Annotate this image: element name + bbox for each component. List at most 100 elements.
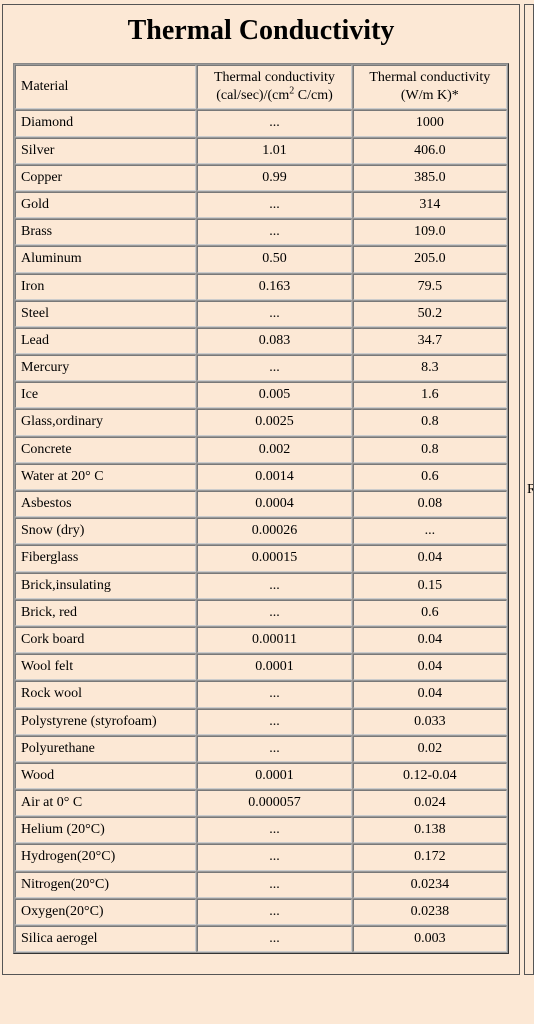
cell-calsec: 0.163 (197, 274, 351, 300)
table-body: Diamond...1000Silver1.01406.0Copper0.993… (15, 110, 507, 952)
col-header-calsec: Thermal conductivity(cal/sec)/(cm2 C/cm) (197, 65, 351, 109)
cell-wmk: 0.8 (353, 437, 507, 463)
cell-material: Wood (15, 763, 196, 789)
cell-wmk: 314 (353, 192, 507, 218)
cell-wmk: 79.5 (353, 274, 507, 300)
cell-material: Mercury (15, 355, 196, 381)
cell-wmk: 0.6 (353, 464, 507, 490)
cell-wmk: 0.6 (353, 600, 507, 626)
table-row: Brick, red...0.6 (15, 600, 507, 626)
cell-calsec: 0.005 (197, 382, 351, 408)
cell-calsec: 0.002 (197, 437, 351, 463)
cell-calsec: ... (197, 817, 351, 843)
cell-wmk: 0.172 (353, 844, 507, 870)
cell-calsec: 0.00026 (197, 518, 351, 544)
cell-wmk: 0.15 (353, 573, 507, 599)
cell-material: Lead (15, 328, 196, 354)
cell-wmk: 1000 (353, 110, 507, 136)
cell-wmk: 0.024 (353, 790, 507, 816)
table-row: Gold...314 (15, 192, 507, 218)
cell-material: Diamond (15, 110, 196, 136)
table-row: Cork board0.000110.04 (15, 627, 507, 653)
cell-material: Gold (15, 192, 196, 218)
table-row: Brass...109.0 (15, 219, 507, 245)
cell-calsec: ... (197, 681, 351, 707)
table-row: Glass,ordinary0.00250.8 (15, 409, 507, 435)
cell-calsec: ... (197, 192, 351, 218)
cell-calsec: ... (197, 709, 351, 735)
cell-wmk: 8.3 (353, 355, 507, 381)
cell-wmk: 0.12-0.04 (353, 763, 507, 789)
cell-calsec: 1.01 (197, 138, 351, 164)
cell-calsec: ... (197, 219, 351, 245)
cell-calsec: ... (197, 355, 351, 381)
cell-calsec: 0.0025 (197, 409, 351, 435)
table-row: Wood0.00010.12-0.04 (15, 763, 507, 789)
side-panel-letter: R (527, 482, 534, 498)
table-row: Silver1.01406.0 (15, 138, 507, 164)
cell-calsec: ... (197, 736, 351, 762)
table-row: Asbestos0.00040.08 (15, 491, 507, 517)
cell-wmk: 1.6 (353, 382, 507, 408)
cell-calsec: ... (197, 844, 351, 870)
cell-calsec: 0.083 (197, 328, 351, 354)
cell-calsec: 0.0001 (197, 763, 351, 789)
side-panel: R (524, 4, 534, 975)
table-row: Iron0.16379.5 (15, 274, 507, 300)
cell-wmk: 0.8 (353, 409, 507, 435)
cell-wmk: 0.04 (353, 654, 507, 680)
table-row: Ice0.0051.6 (15, 382, 507, 408)
cell-material: Ice (15, 382, 196, 408)
cell-wmk: 0.033 (353, 709, 507, 735)
cell-wmk: 0.0238 (353, 899, 507, 925)
cell-material: Concrete (15, 437, 196, 463)
cell-wmk: 0.04 (353, 681, 507, 707)
cell-calsec: 0.0004 (197, 491, 351, 517)
page-title: Thermal Conductivity (13, 15, 509, 47)
cell-calsec: 0.0001 (197, 654, 351, 680)
table-header-row: Material Thermal conductivity(cal/sec)/(… (15, 65, 507, 109)
cell-material: Nitrogen(20°C) (15, 872, 196, 898)
cell-material: Glass,ordinary (15, 409, 196, 435)
main-panel: Thermal Conductivity Material Thermal co… (2, 4, 520, 975)
cell-calsec: 0.50 (197, 246, 351, 272)
table-row: Diamond...1000 (15, 110, 507, 136)
cell-calsec: 0.00011 (197, 627, 351, 653)
table-row: Concrete0.0020.8 (15, 437, 507, 463)
table-row: Steel...50.2 (15, 301, 507, 327)
cell-wmk: 385.0 (353, 165, 507, 191)
cell-material: Helium (20°C) (15, 817, 196, 843)
cell-wmk: 0.0234 (353, 872, 507, 898)
table-row: Air at 0° C0.0000570.024 (15, 790, 507, 816)
cell-calsec: ... (197, 926, 351, 952)
table-row: Water at 20° C0.00140.6 (15, 464, 507, 490)
cell-material: Polystyrene (styrofoam) (15, 709, 196, 735)
table-row: Mercury...8.3 (15, 355, 507, 381)
cell-material: Aluminum (15, 246, 196, 272)
cell-material: Copper (15, 165, 196, 191)
table-row: Helium (20°C)...0.138 (15, 817, 507, 843)
cell-calsec: ... (197, 110, 351, 136)
cell-wmk: 34.7 (353, 328, 507, 354)
cell-wmk: ... (353, 518, 507, 544)
cell-material: Iron (15, 274, 196, 300)
table-row: Wool felt0.00010.04 (15, 654, 507, 680)
cell-material: Hydrogen(20°C) (15, 844, 196, 870)
cell-material: Silver (15, 138, 196, 164)
col-header-material: Material (15, 65, 196, 109)
table-row: Hydrogen(20°C)...0.172 (15, 844, 507, 870)
cell-calsec: ... (197, 872, 351, 898)
col-header-wmk: Thermal conductivity(W/m K)* (353, 65, 507, 109)
table-row: Aluminum0.50205.0 (15, 246, 507, 272)
cell-material: Air at 0° C (15, 790, 196, 816)
cell-material: Asbestos (15, 491, 196, 517)
cell-material: Brick,insulating (15, 573, 196, 599)
table-row: Polystyrene (styrofoam)...0.033 (15, 709, 507, 735)
cell-wmk: 109.0 (353, 219, 507, 245)
cell-calsec: ... (197, 899, 351, 925)
page-root: Thermal Conductivity Material Thermal co… (0, 0, 534, 979)
cell-material: Water at 20° C (15, 464, 196, 490)
cell-wmk: 0.138 (353, 817, 507, 843)
table-row: Lead0.08334.7 (15, 328, 507, 354)
cell-material: Fiberglass (15, 545, 196, 571)
